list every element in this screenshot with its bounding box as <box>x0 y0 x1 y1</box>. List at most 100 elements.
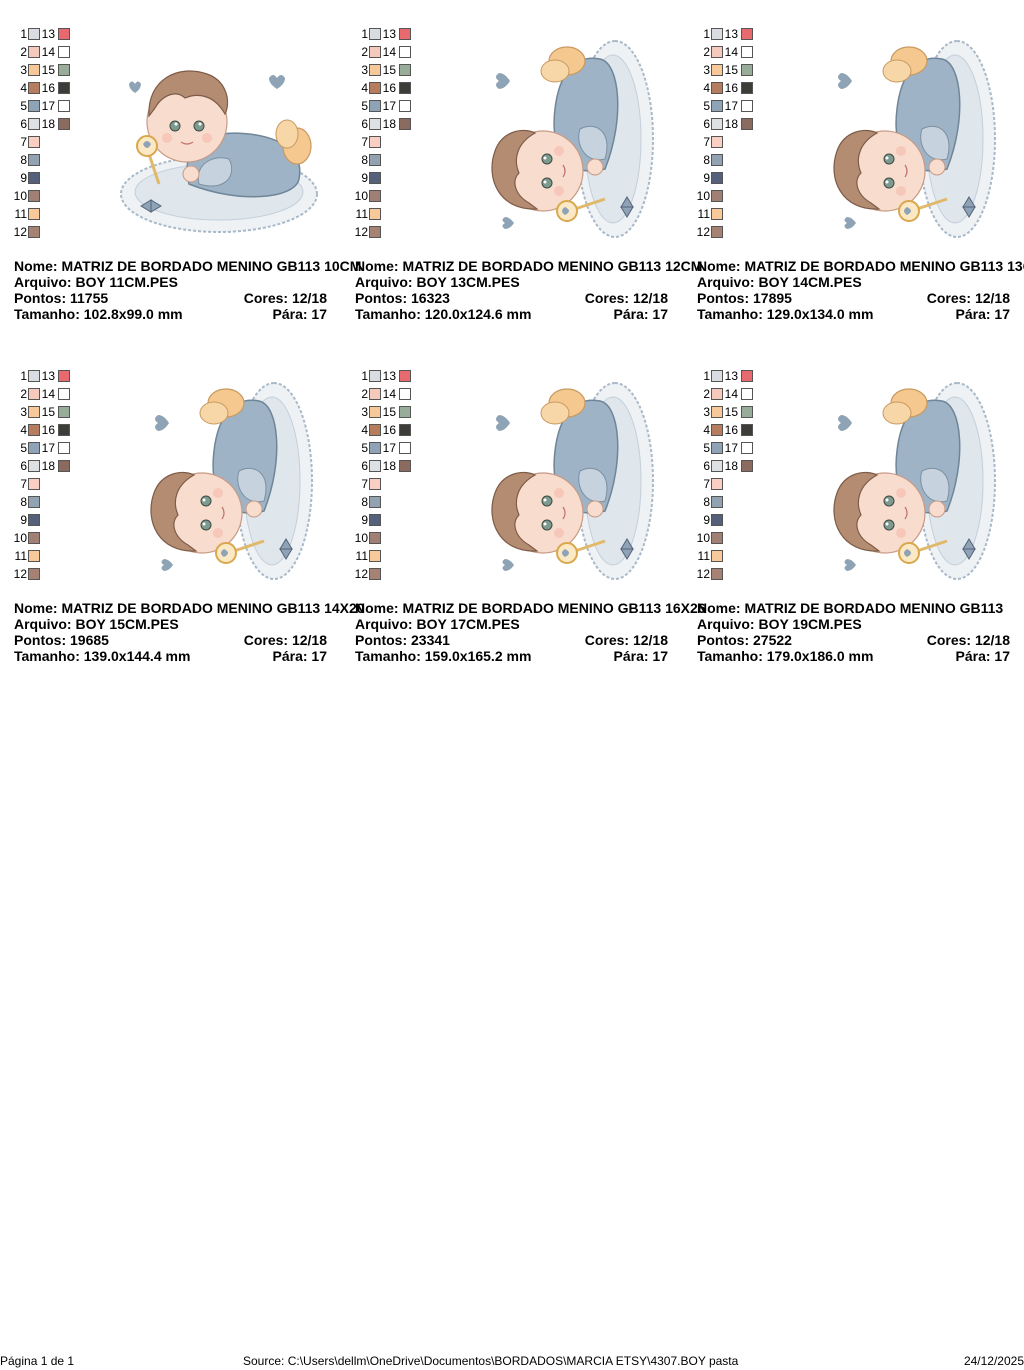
design-name: MATRIZ DE BORDADO MENINO GB113 <box>744 600 1004 616</box>
thread-swatch <box>28 154 40 166</box>
palette-number: 2 <box>361 45 368 59</box>
design-size-row: Tamanho: 102.8x99.0 mm <box>14 306 183 322</box>
thread-swatch <box>711 496 723 508</box>
palette-number: 11 <box>697 207 710 221</box>
stitch-count-row: Pontos: 11755 <box>14 290 108 306</box>
stop-count-label: Pára: <box>955 306 991 322</box>
thread-swatch <box>741 118 753 130</box>
palette-number: 13 <box>41 369 55 383</box>
thread-swatch <box>399 46 411 58</box>
palette-number: 5 <box>361 441 368 455</box>
design-name-label: Nome: <box>355 258 399 274</box>
design-size-row: Tamanho: 120.0x124.6 mm <box>355 306 531 322</box>
palette-number: 1 <box>20 27 27 41</box>
thread-swatch <box>369 460 381 472</box>
palette-number: 13 <box>41 27 55 41</box>
stop-count: 17 <box>311 306 327 322</box>
thread-swatch <box>369 100 381 112</box>
thread-swatch <box>711 100 723 112</box>
thread-swatch <box>369 496 381 508</box>
design-name-row: Nome: MATRIZ DE BORDADO MENINO GB113 14X… <box>14 600 365 616</box>
thread-swatch <box>28 46 40 58</box>
design-size-row: Tamanho: 159.0x165.2 mm <box>355 648 531 664</box>
stitch-count: 23341 <box>411 632 450 648</box>
thread-swatch <box>58 424 70 436</box>
color-count-row: Cores: 12/18 <box>927 290 1010 306</box>
palette-number: 12 <box>696 567 710 581</box>
design-file-label: Arquivo: <box>14 616 72 632</box>
palette-number: 8 <box>361 495 368 509</box>
thread-swatch <box>741 64 753 76</box>
design-card: 1 2 3 4 5 6 7 8 9 10 11 12 13 14 15 16 17 18 Nome: MATRIZ … <box>14 368 365 668</box>
stop-count-label: Pára: <box>613 306 649 322</box>
palette-number: 15 <box>724 405 738 419</box>
color-count: 12/18 <box>974 632 1010 648</box>
palette-number: 14 <box>724 45 738 59</box>
thread-swatch <box>711 370 723 382</box>
palette-number: 6 <box>20 117 27 131</box>
thread-swatch <box>399 424 411 436</box>
palette-number: 8 <box>703 153 710 167</box>
palette-number: 14 <box>724 387 738 401</box>
thread-swatch <box>711 568 723 580</box>
thread-swatch <box>369 370 381 382</box>
palette-number: 7 <box>361 135 368 149</box>
thread-swatch <box>711 172 723 184</box>
thread-swatch <box>741 370 753 382</box>
design-card: 1 2 3 4 5 6 7 8 9 10 11 12 13 14 15 16 17 18 Nome: MATRIZ … <box>14 26 362 326</box>
thread-swatch <box>711 532 723 544</box>
design-file: BOY 13CM.PES <box>416 274 520 290</box>
thread-swatch <box>369 190 381 202</box>
design-size-label: Tamanho: <box>14 648 80 664</box>
embroidery-design-image <box>114 376 324 591</box>
thread-swatch <box>369 46 381 58</box>
palette-number: 10 <box>13 531 27 545</box>
thread-swatch <box>741 388 753 400</box>
design-size-row: Tamanho: 139.0x144.4 mm <box>14 648 190 664</box>
palette-number: 8 <box>20 495 27 509</box>
stitch-count: 11755 <box>70 290 109 306</box>
thread-swatch <box>369 568 381 580</box>
design-file-row: Arquivo: BOY 14CM.PES <box>697 274 862 290</box>
palette-number: 3 <box>20 63 27 77</box>
color-count: 12/18 <box>632 290 668 306</box>
stop-count-row: Pára: 17 <box>614 306 669 322</box>
design-file-label: Arquivo: <box>697 616 755 632</box>
palette-number: 11 <box>355 549 368 563</box>
design-file-row: Arquivo: BOY 11CM.PES <box>14 274 178 290</box>
palette-number: 16 <box>41 81 55 95</box>
stop-count-label: Pára: <box>272 648 308 664</box>
thread-swatch <box>28 496 40 508</box>
palette-number: 2 <box>361 387 368 401</box>
embroidery-design-image <box>455 376 665 591</box>
thread-swatch <box>711 442 723 454</box>
stitch-count: 16323 <box>411 290 450 306</box>
thread-swatch <box>741 406 753 418</box>
color-count-row: Cores: 12/18 <box>244 632 327 648</box>
color-count-row: Cores: 12/18 <box>585 290 668 306</box>
palette-number: 18 <box>724 459 738 473</box>
palette-number: 18 <box>382 459 396 473</box>
thread-swatch <box>28 136 40 148</box>
thread-swatch <box>369 208 381 220</box>
print-date: 24/12/2025 <box>963 1354 1024 1368</box>
thread-swatch <box>58 460 70 472</box>
stop-count: 17 <box>994 306 1010 322</box>
thread-swatch <box>741 442 753 454</box>
stitch-count-label: Pontos: <box>355 632 408 648</box>
design-size: 159.0x165.2 mm <box>424 648 532 664</box>
palette-number: 11 <box>697 549 710 563</box>
palette-number: 9 <box>703 513 710 527</box>
thread-swatch <box>28 406 40 418</box>
design-file-label: Arquivo: <box>14 274 72 290</box>
palette-number: 6 <box>703 117 710 131</box>
palette-number: 13 <box>724 27 738 41</box>
stop-count-label: Pára: <box>955 648 991 664</box>
palette-number: 16 <box>724 81 738 95</box>
palette-number: 16 <box>724 423 738 437</box>
palette-number: 18 <box>41 459 55 473</box>
thread-swatch <box>58 28 70 40</box>
source-path: Source: C:\Users\dellm\OneDrive\Document… <box>243 1354 739 1368</box>
thread-swatch <box>28 226 40 238</box>
palette-number: 6 <box>20 459 27 473</box>
